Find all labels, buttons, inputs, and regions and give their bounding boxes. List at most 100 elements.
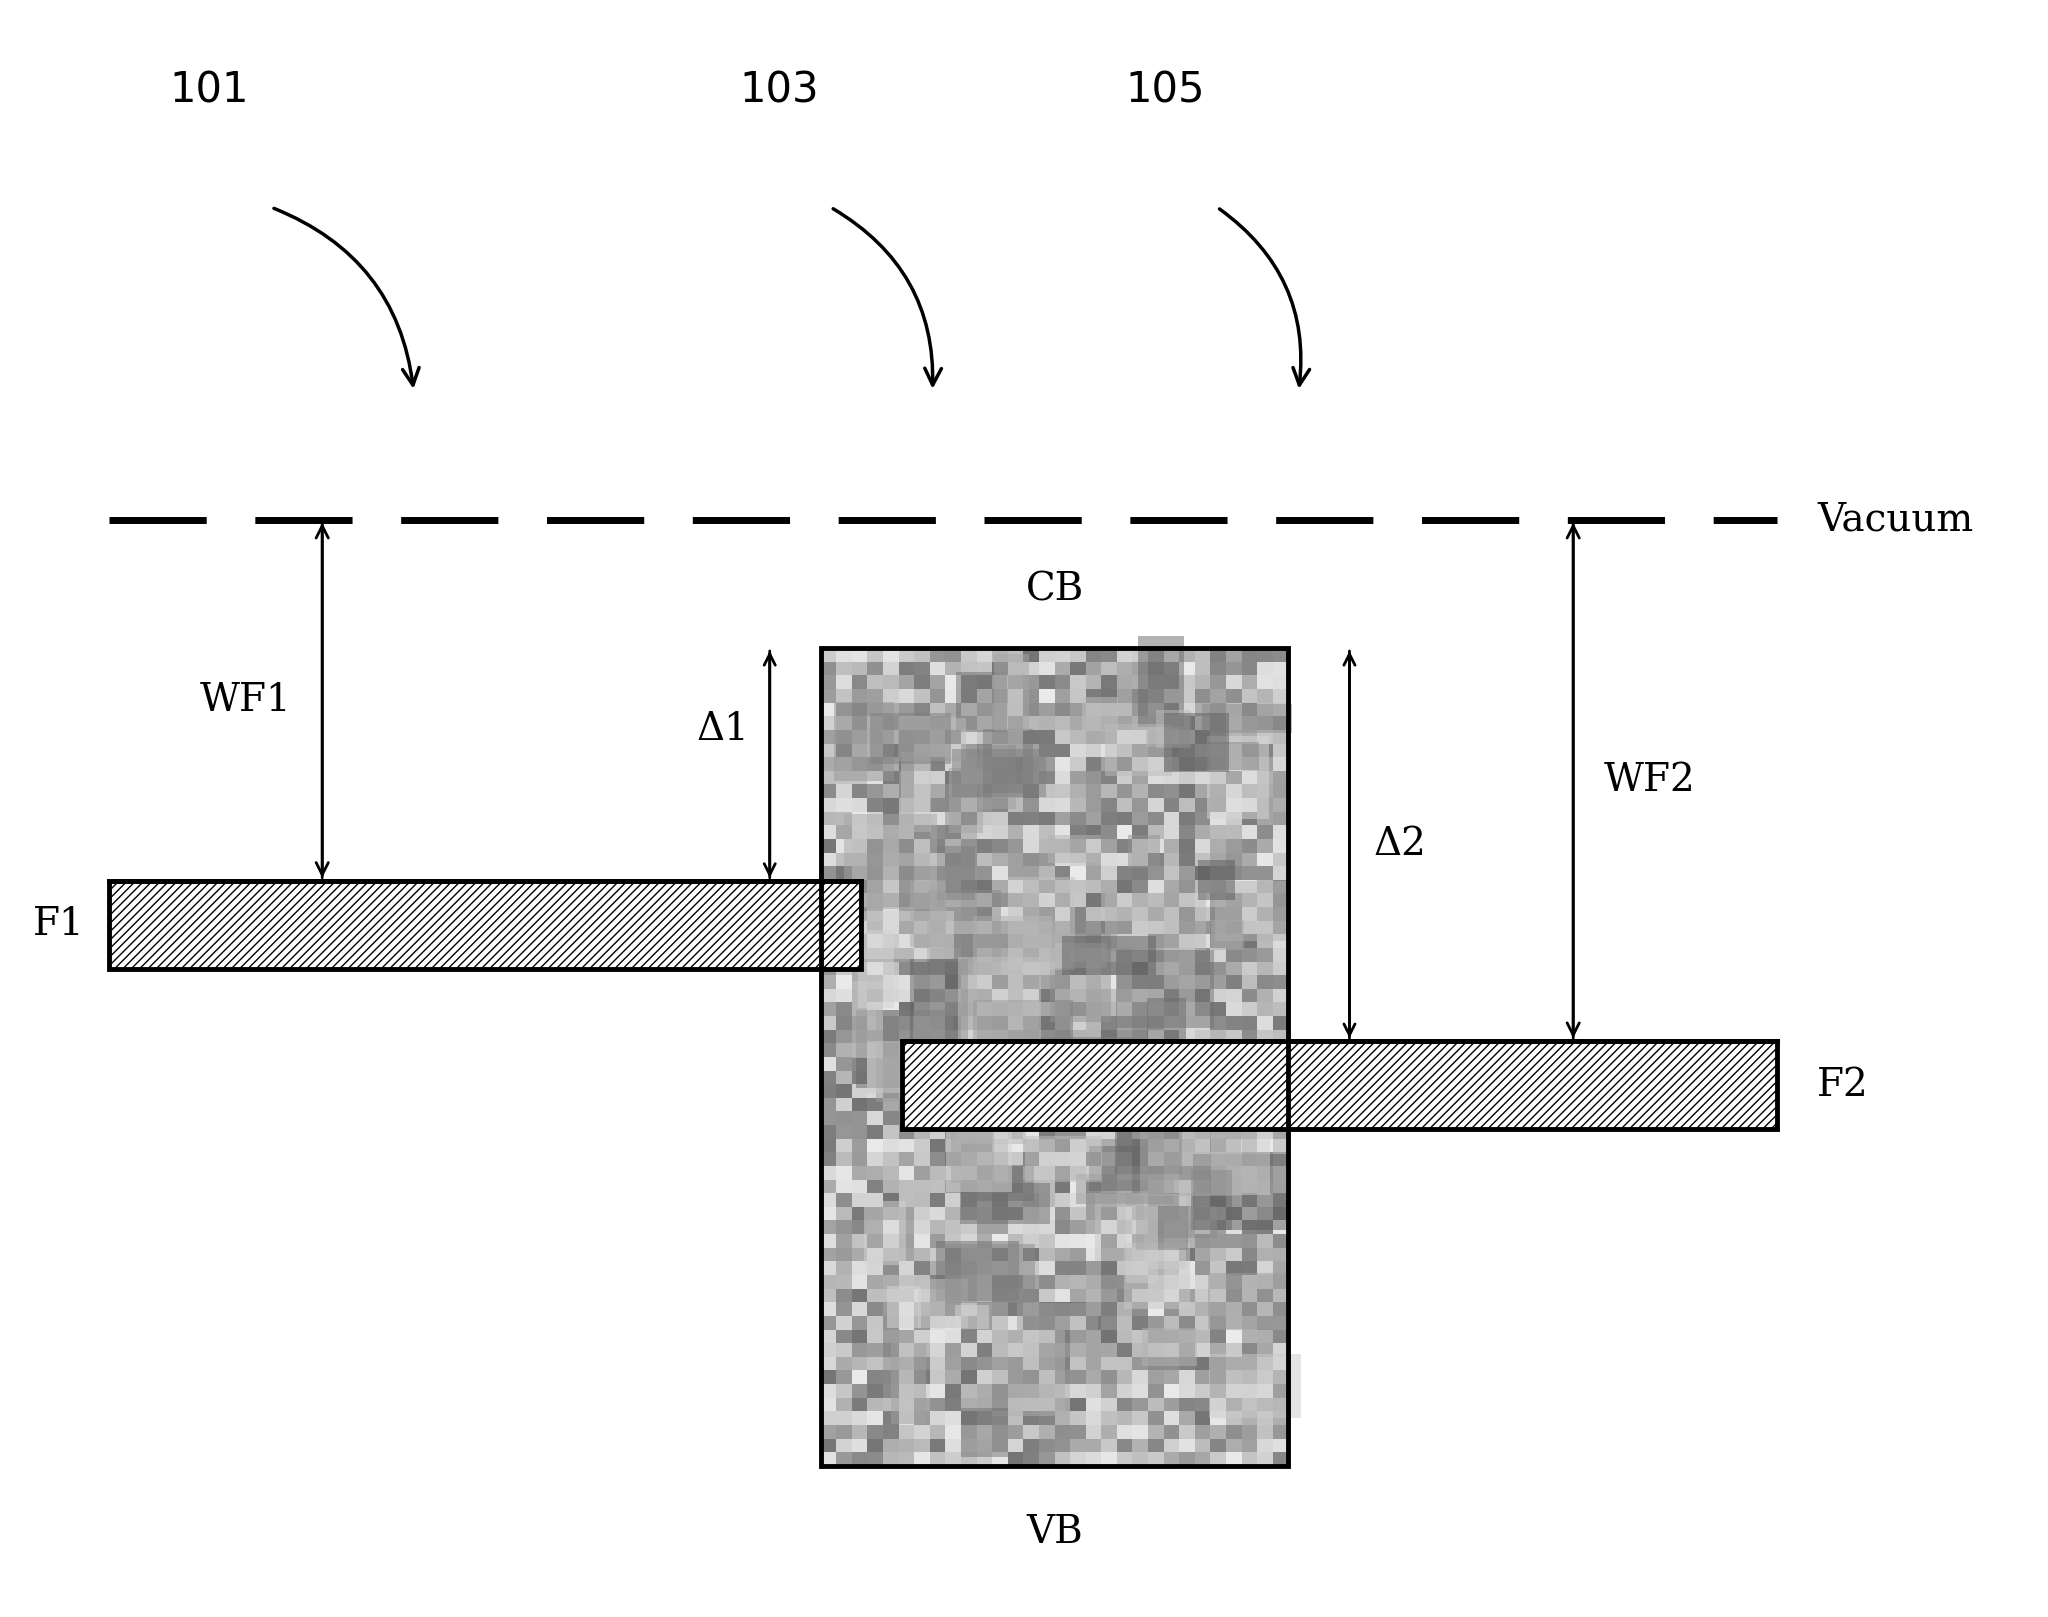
Bar: [821, 973, 838, 990]
Bar: [1210, 1274, 1229, 1289]
Bar: [899, 918, 915, 935]
Bar: [1210, 1368, 1229, 1384]
Bar: [1210, 702, 1229, 716]
Bar: [1210, 687, 1229, 703]
Bar: [1241, 810, 1260, 825]
Bar: [946, 1219, 963, 1234]
Bar: [852, 783, 870, 799]
Bar: [1071, 702, 1087, 716]
Bar: [1051, 933, 1110, 1022]
Bar: [1133, 1124, 1151, 1138]
Bar: [1210, 1219, 1229, 1234]
Bar: [883, 838, 901, 852]
Bar: [1227, 823, 1243, 839]
Bar: [883, 1069, 901, 1085]
Bar: [1133, 1083, 1151, 1098]
Bar: [1116, 1124, 1135, 1138]
Bar: [1241, 742, 1260, 757]
Bar: [946, 1096, 963, 1111]
Bar: [1102, 1083, 1118, 1098]
Bar: [1133, 1164, 1151, 1180]
Bar: [1071, 1410, 1087, 1425]
Bar: [930, 851, 948, 867]
Bar: [977, 933, 993, 948]
Bar: [1038, 1287, 1057, 1302]
Bar: [1085, 755, 1104, 771]
Bar: [1116, 770, 1135, 784]
Bar: [1210, 1355, 1229, 1370]
Bar: [1008, 1438, 1026, 1452]
Bar: [1133, 1014, 1151, 1030]
Bar: [930, 878, 948, 894]
Bar: [977, 1355, 993, 1370]
Bar: [913, 960, 932, 975]
Bar: [913, 1192, 932, 1206]
Bar: [1227, 1028, 1243, 1043]
Bar: [961, 687, 979, 703]
Bar: [1024, 1368, 1040, 1384]
Bar: [1149, 1287, 1165, 1302]
Bar: [883, 1423, 901, 1439]
Bar: [899, 960, 915, 975]
Bar: [1102, 878, 1118, 894]
Bar: [1227, 1383, 1243, 1397]
Bar: [1071, 647, 1087, 661]
Bar: [1163, 1083, 1182, 1098]
Bar: [1163, 946, 1182, 962]
Bar: [868, 946, 885, 962]
Bar: [899, 1368, 915, 1384]
Bar: [852, 980, 883, 1058]
Bar: [836, 1423, 854, 1439]
Bar: [946, 715, 963, 729]
Bar: [950, 768, 983, 833]
Bar: [852, 1368, 870, 1384]
Bar: [1180, 687, 1196, 703]
Bar: [1133, 1205, 1151, 1221]
Bar: [1038, 973, 1057, 990]
Bar: [1024, 1247, 1040, 1261]
Bar: [961, 1438, 979, 1452]
Bar: [1194, 973, 1212, 990]
Bar: [821, 1205, 838, 1221]
Bar: [1210, 946, 1229, 962]
Bar: [991, 851, 1010, 867]
Bar: [1163, 1450, 1182, 1465]
Bar: [913, 1219, 932, 1234]
Bar: [977, 755, 993, 771]
Bar: [1194, 1287, 1212, 1302]
Bar: [1274, 1219, 1290, 1234]
Bar: [946, 1438, 963, 1452]
Bar: [868, 1014, 885, 1030]
Bar: [991, 1315, 1010, 1329]
Bar: [1149, 742, 1165, 757]
Bar: [1038, 906, 1057, 920]
Bar: [1102, 702, 1118, 716]
Bar: [1180, 1096, 1196, 1111]
Bar: [1274, 1179, 1290, 1193]
Bar: [1163, 810, 1182, 825]
Bar: [1008, 960, 1026, 975]
Bar: [868, 1164, 885, 1180]
Bar: [1210, 1383, 1229, 1397]
Bar: [1257, 660, 1274, 676]
Bar: [1210, 770, 1229, 784]
Bar: [1241, 1247, 1260, 1261]
Bar: [1008, 988, 1026, 1003]
Bar: [977, 1315, 993, 1329]
Bar: [836, 1368, 854, 1384]
Bar: [1194, 742, 1260, 770]
Bar: [1085, 1001, 1104, 1015]
Bar: [961, 1368, 979, 1384]
Text: WF2: WF2: [1604, 762, 1696, 799]
Bar: [852, 715, 870, 729]
Bar: [961, 1287, 979, 1302]
Bar: [946, 865, 963, 880]
Bar: [1008, 1001, 1026, 1015]
Bar: [913, 1056, 932, 1070]
Bar: [1116, 797, 1135, 812]
Bar: [852, 1056, 870, 1070]
Bar: [1149, 810, 1165, 825]
Bar: [883, 1056, 901, 1070]
Bar: [961, 660, 979, 676]
Bar: [1147, 998, 1186, 1069]
